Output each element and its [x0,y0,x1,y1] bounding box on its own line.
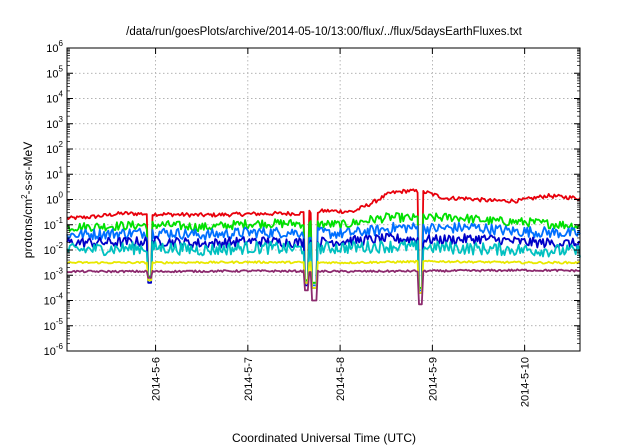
series-line-5 [66,240,581,294]
y-tick-label: 10-1 [44,216,64,232]
y-tick-label: 10-2 [44,241,64,257]
x-tick-label: 2014-5-6 [151,357,163,401]
y-tick-label: 103 [46,115,63,131]
series-line-3 [66,221,581,292]
series-line-1 [66,188,581,289]
y-tick-label: 101 [46,165,63,181]
x-tick-label: 2014-5-9 [427,357,439,401]
series-line-2 [66,212,581,289]
x-tick-label: 2014-5-10 [520,357,532,407]
y-tick-label: 10-5 [44,317,64,333]
y-tick-label: 10-4 [44,292,64,308]
y-ticks: 10-6 10-5 10-4 10-3 10-2 10-1 100 101 102 103 104 1… [44,39,580,358]
y-tick-label: 10-3 [44,266,64,282]
y-axis-title: protons/cm2-s-sr-MeV [20,142,35,258]
series-group [66,188,581,306]
x-tick-label: 2014-5-8 [335,357,347,401]
x-axis-title: Coordinated Universal Time (UTC) [232,431,416,445]
x-ticks: 2014-5-6 2014-5-7 2014-5-8 2014-5-9 2014-5-1… [151,48,532,407]
series-line-6 [66,259,581,294]
chart-title: /data/run/goesPlots/archive/2014-05-10/1… [126,26,522,38]
y-tick-label: 102 [46,140,63,156]
y-tick-label: 105 [46,64,63,80]
y-tick-label: 100 [46,191,63,207]
y-tick-label: 10-6 [44,342,64,358]
y-tick-label: 106 [46,39,63,55]
x-tick-label: 2014-5-7 [243,357,255,401]
series-line-7 [66,268,581,306]
svg-text:protons/cm2-s-sr-MeV: protons/cm2-s-sr-MeV [20,142,35,258]
y-tick-label: 104 [46,90,63,106]
